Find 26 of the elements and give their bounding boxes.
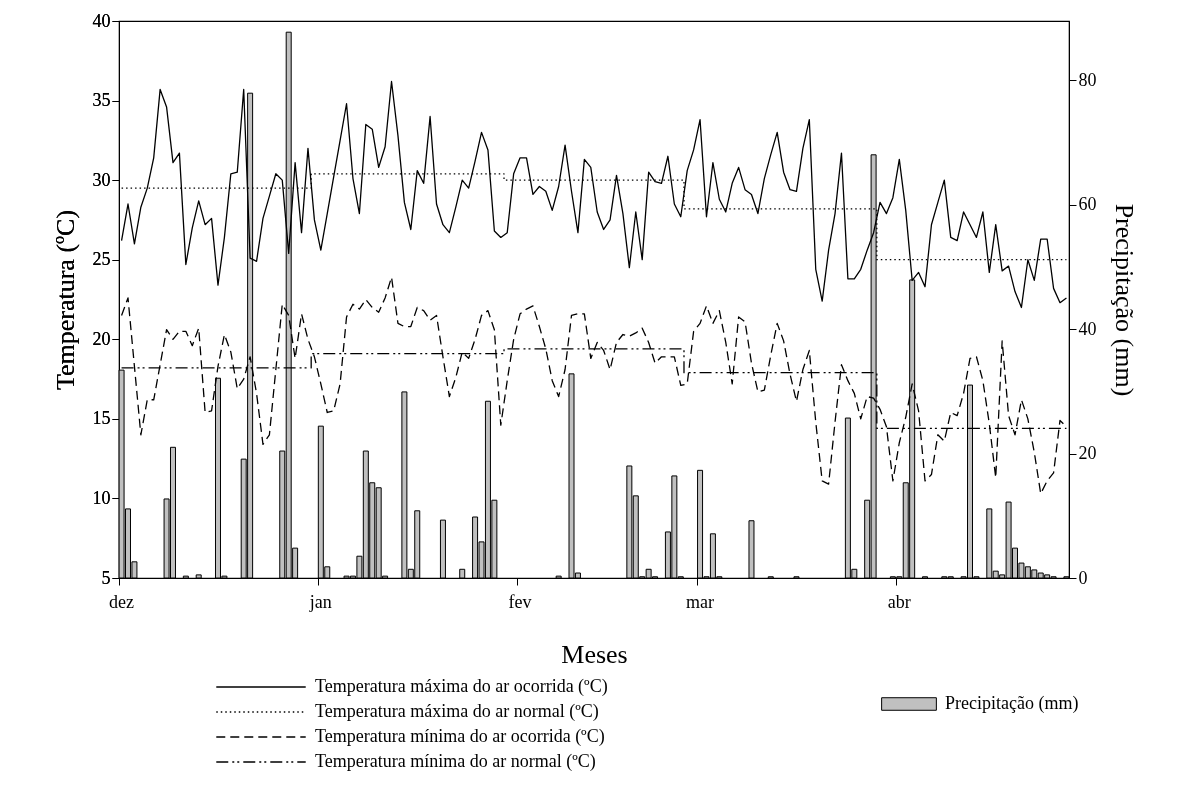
y-axis-title: Temperatura (ºC) (50, 209, 80, 391)
y2-tick-label: 0 (1078, 567, 1088, 588)
y2-axis-title: Precipitação (mm) (1109, 203, 1139, 397)
y-tick-label: 30 (92, 169, 111, 190)
y-tick-label: 25 (92, 249, 111, 270)
y2-tick-label: 20 (1078, 443, 1097, 464)
y2-tick-label: 60 (1078, 194, 1097, 215)
x-tick-label: dez (109, 591, 135, 612)
x-tick-label: mar (686, 591, 715, 612)
y2-tick-label: 80 (1078, 69, 1097, 90)
y2-tick-label: 40 (1078, 318, 1097, 339)
y-tick-label: 40 (92, 10, 111, 31)
legend-label: Temperatura mínima do ar normal (ºC) (315, 751, 596, 772)
legend-label: Temperatura máxima do ar normal (ºC) (315, 701, 599, 722)
y-tick-label: 5 (101, 567, 111, 588)
y-tick-label: 35 (92, 90, 111, 111)
x-tick-label: fev (508, 591, 532, 612)
y-tick-label: 15 (92, 408, 111, 429)
y-tick-label: 20 (92, 328, 111, 349)
legend-label: Temperatura mínima do ar ocorrida (ºC) (315, 726, 605, 747)
y-tick-label: 10 (92, 487, 111, 508)
legend-label: Temperatura máxima do ar ocorrida (ºC) (315, 676, 608, 697)
x-tick-label: jan (308, 591, 332, 612)
x-axis-title: Meses (561, 639, 628, 669)
x-tick-label: abr (887, 591, 911, 612)
legend-label: Precipitação (mm) (945, 693, 1079, 714)
